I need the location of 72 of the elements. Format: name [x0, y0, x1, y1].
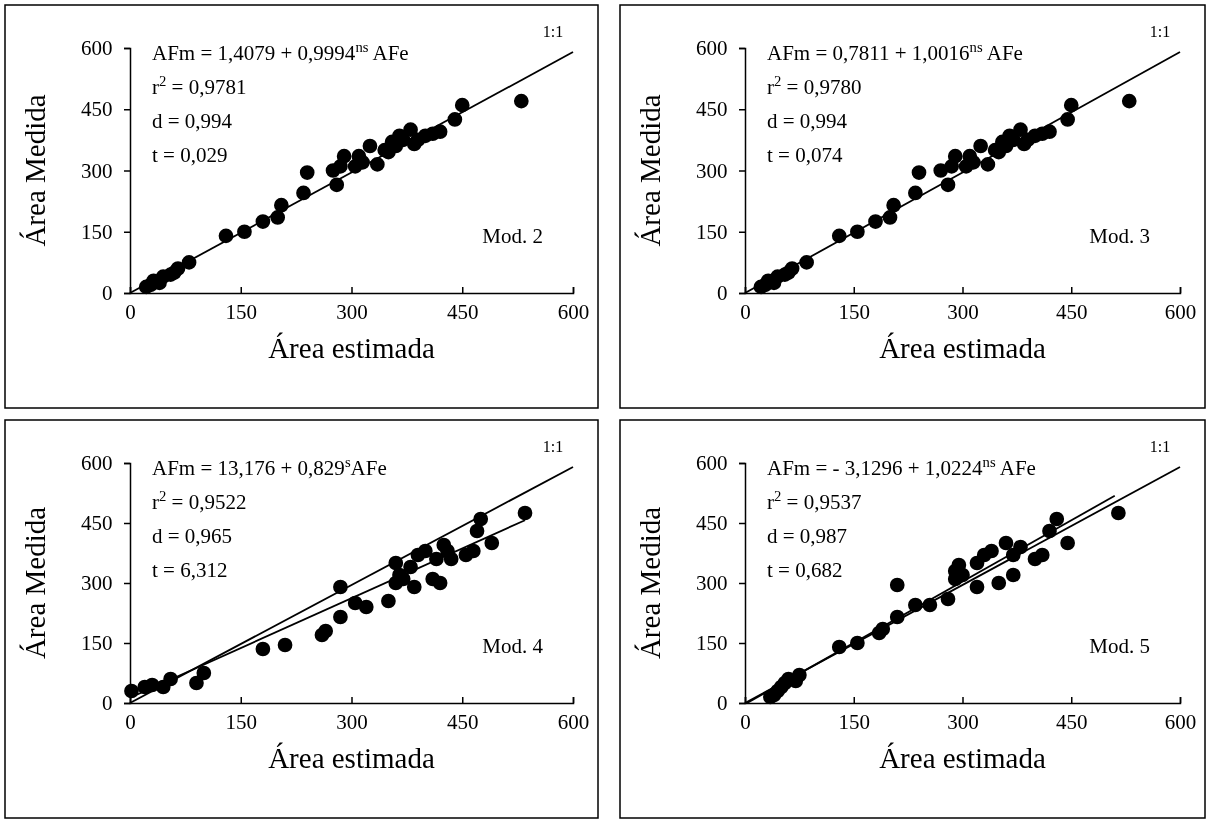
annotation: d = 0,994 [767, 109, 848, 133]
annotation: t = 0,029 [152, 143, 228, 167]
annotation: AFm = 1,4079 + 0,9994$^{ns}$ AFe [152, 39, 409, 65]
y-tick-label: 300 [81, 571, 113, 596]
y-tick-label: 300 [696, 571, 728, 596]
x-tick-label: 150 [225, 710, 257, 735]
x-tick-label: 450 [1056, 710, 1088, 735]
annotation: d = 0,965 [152, 524, 233, 548]
x-tick-label: 300 [947, 300, 979, 325]
x-tick-label: 150 [225, 300, 257, 325]
x-tick-label: 450 [447, 300, 479, 325]
y-axis-title: Área Medida [634, 94, 666, 247]
annotation: Mod. 5 [1089, 634, 1150, 658]
annotation: AFm = - 3,1296 + 1,0224$^{ns}$ AFe [767, 454, 1036, 480]
y-tick-label: 300 [696, 158, 728, 183]
y-tick-label: 300 [81, 158, 113, 183]
y-tick-label: 450 [81, 97, 113, 122]
x-tick-label: 600 [1164, 710, 1197, 735]
y-tick-label: 0 [717, 691, 728, 716]
y-tick-label: 600 [696, 451, 728, 476]
x-tick-label: 300 [336, 710, 368, 735]
x-tick-label: 600 [557, 300, 590, 325]
x-tick-label: 0 [125, 300, 136, 325]
x-axis-title: Área estimada [879, 742, 1046, 774]
annotation: r$^{2}$ = 0,9781 [152, 73, 247, 99]
x-axis-title: Área estimada [879, 332, 1046, 364]
y-tick-label: 600 [81, 36, 113, 61]
annotation: t = 0,074 [767, 143, 843, 167]
y-tick-label: 150 [696, 219, 728, 244]
x-axis-title: Área estimada [268, 742, 435, 774]
series-label: 1:1 [1149, 23, 1171, 41]
annotation: Mod. 2 [482, 224, 543, 248]
x-tick-label: 600 [557, 710, 590, 735]
annotation: t = 0,682 [767, 558, 843, 582]
y-tick-label: 450 [696, 511, 728, 536]
x-tick-label: 300 [947, 710, 979, 735]
y-axis-title: Área Medida [19, 94, 51, 247]
annotation: t = 6,312 [152, 558, 228, 582]
annotation: d = 0,994 [152, 109, 233, 133]
x-tick-label: 450 [447, 710, 479, 735]
x-tick-label: 450 [1056, 300, 1088, 325]
annotation: Mod. 3 [1089, 224, 1150, 248]
annotation: d = 0,987 [767, 524, 848, 548]
y-tick-label: 600 [696, 36, 728, 61]
y-axis-title: Área Medida [634, 506, 666, 660]
annotation: r$^{2}$ = 0,9537 [767, 488, 862, 514]
x-tick-label: 150 [838, 300, 870, 325]
y-tick-label: 450 [81, 511, 113, 536]
y-tick-label: 150 [81, 219, 113, 244]
annotation: AFm = 0,7811 + 1,0016$^{ns}$ AFe [767, 39, 1023, 65]
y-tick-label: 0 [102, 691, 113, 716]
y-axis-title: Área Medida [19, 506, 51, 660]
x-tick-label: 0 [740, 300, 751, 325]
series-label: 1:1 [542, 438, 564, 455]
x-tick-label: 600 [1164, 300, 1197, 325]
y-tick-label: 0 [102, 281, 113, 306]
x-tick-label: 300 [336, 300, 368, 325]
annotation: r$^{2}$ = 0,9522 [152, 488, 247, 514]
x-tick-label: 150 [838, 710, 870, 735]
y-tick-label: 600 [81, 451, 113, 476]
y-tick-label: 150 [696, 631, 728, 656]
series-label: 1:1 [1149, 438, 1171, 455]
y-tick-label: 150 [81, 631, 113, 656]
x-axis-title: Área estimada [268, 332, 435, 364]
annotation: AFm = 13,176 + 0,829$^{s}$AFe [152, 454, 387, 480]
y-tick-label: 0 [717, 281, 728, 306]
x-tick-label: 0 [125, 710, 136, 735]
y-tick-label: 450 [696, 97, 728, 122]
annotation: Mod. 4 [482, 634, 544, 658]
series-label: 1:1 [542, 23, 564, 41]
annotation: r$^{2}$ = 0,9780 [767, 73, 862, 99]
x-tick-label: 0 [740, 710, 751, 735]
